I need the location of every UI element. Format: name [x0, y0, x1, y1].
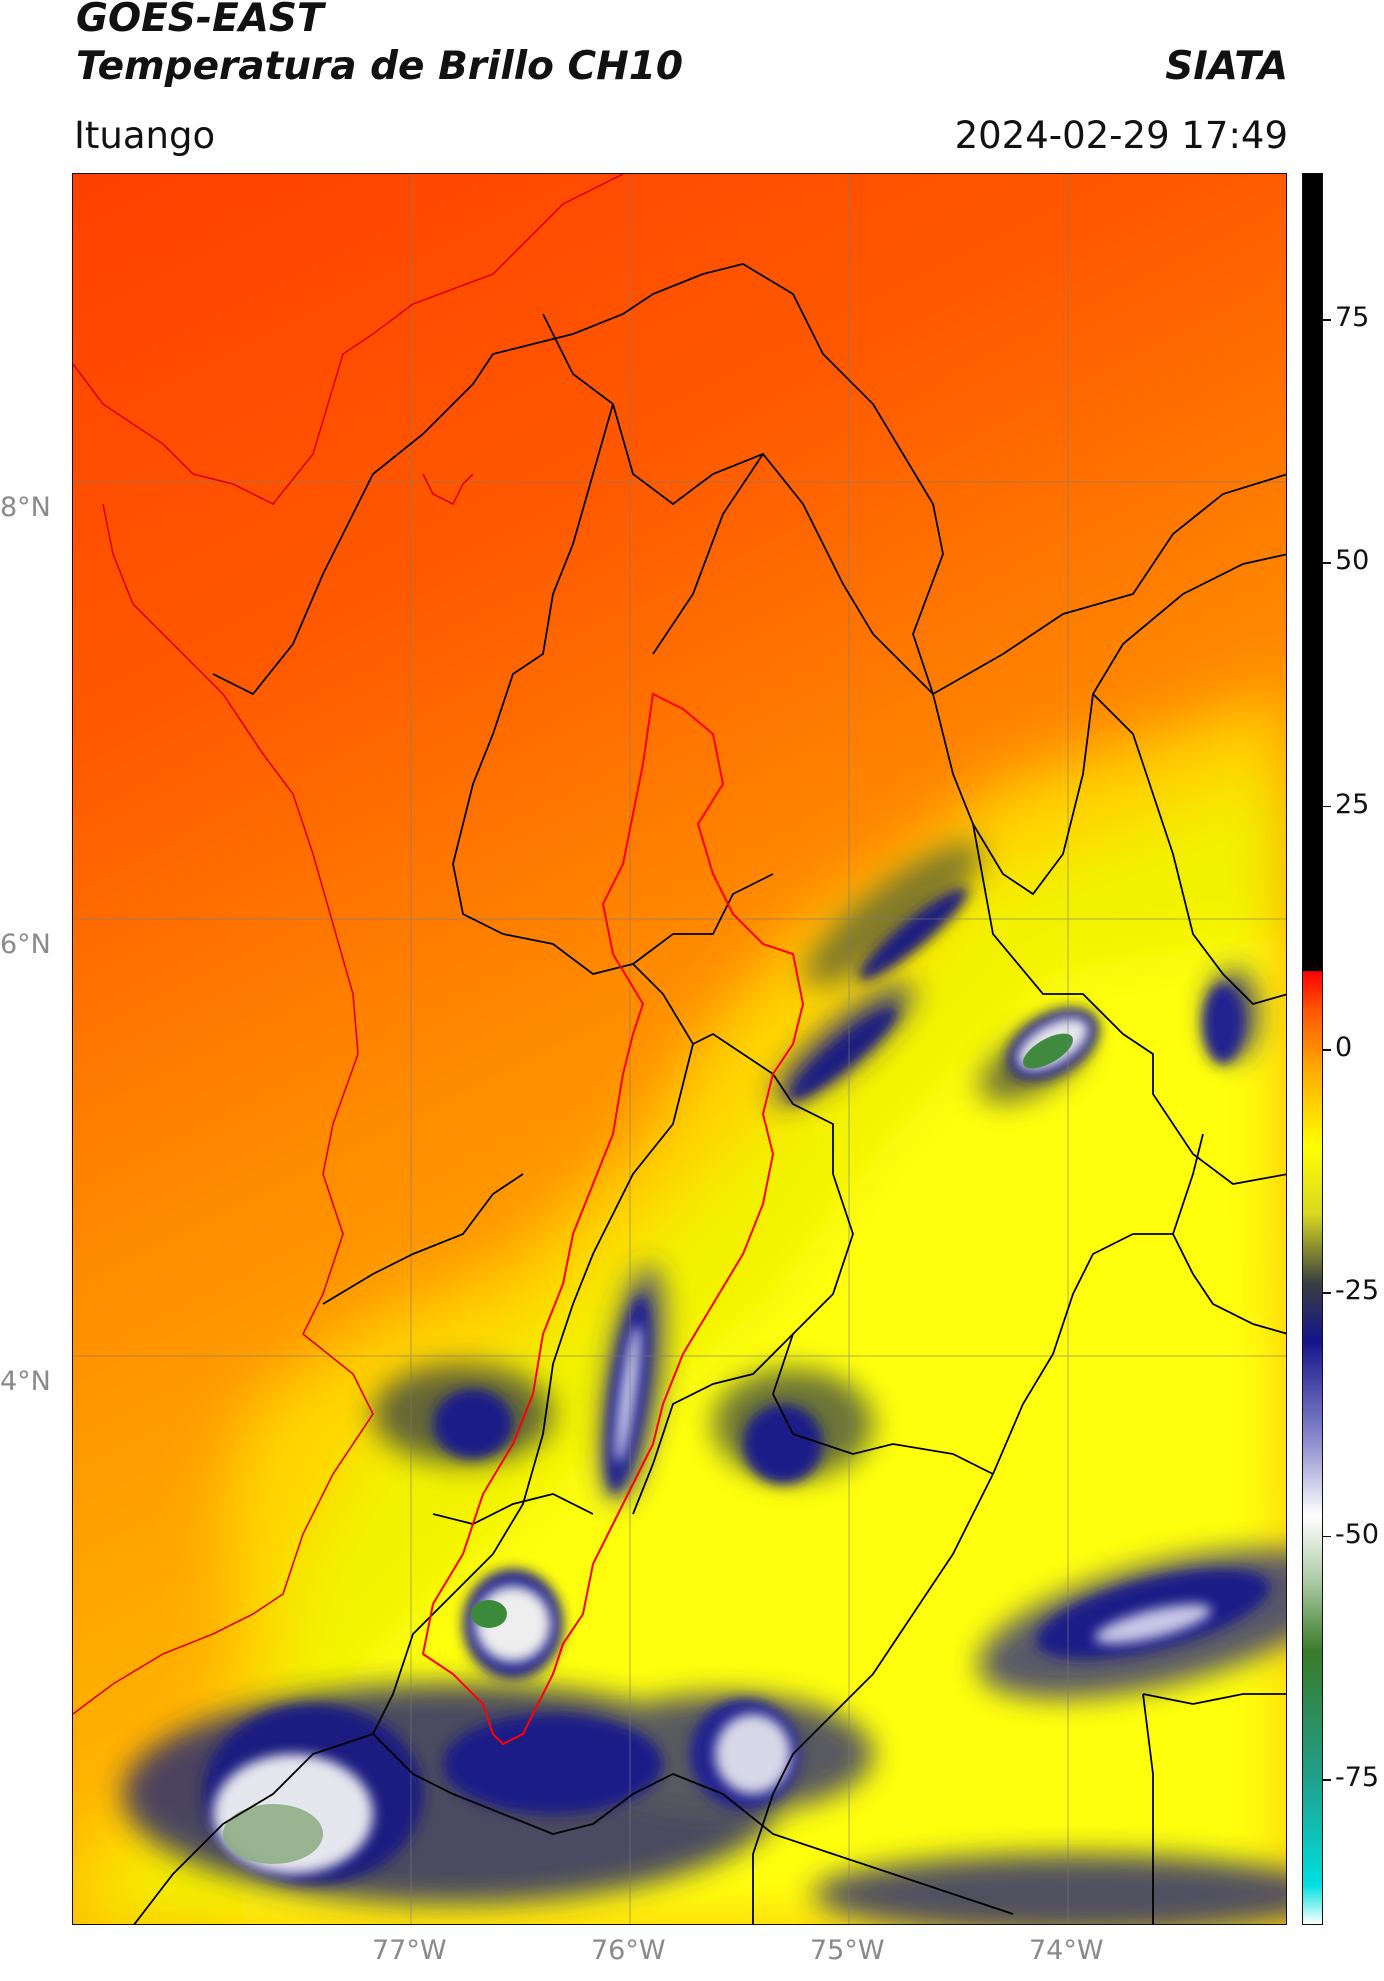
- lon-label-75w: 75°W: [810, 1935, 885, 1966]
- colorbar-tick-mark: [1323, 319, 1331, 321]
- product-title: Temperatura de Brillo CH10: [76, 44, 684, 89]
- colorbar-tick-mark: [1323, 1535, 1331, 1538]
- satellite-map[interactable]: [72, 173, 1287, 1925]
- colorbar-tick-mark: [1323, 805, 1331, 808]
- colorbar-tick-minus75: -75: [1335, 1762, 1380, 1793]
- colorbar-tick-minus50: -50: [1335, 1518, 1380, 1550]
- colorbar: [1302, 173, 1323, 1925]
- coldest-tops: [223, 1033, 1073, 1864]
- map-canvas: [73, 174, 1286, 1924]
- colorbar-tick-25: 25: [1335, 788, 1370, 820]
- cloud-field: [73, 694, 1286, 1924]
- colorbar-tick-minus25: -25: [1335, 1275, 1380, 1307]
- region-label: Ituango: [74, 114, 216, 157]
- colorbar-tick-0: 0: [1335, 1032, 1353, 1063]
- satellite-title: GOES-EAST: [76, 0, 324, 41]
- admin-borders: [133, 263, 1286, 1924]
- lon-label-76w: 76°W: [591, 1935, 666, 1966]
- colorbar-tick-mark: [1323, 1049, 1331, 1051]
- lon-label-77w: 77°W: [372, 1935, 447, 1966]
- lon-label-74w: 74°W: [1029, 1935, 1104, 1966]
- colorbar-tick-50: 50: [1335, 545, 1370, 577]
- colorbar-tick-mark: [1323, 562, 1331, 564]
- lat-label-6n: 6°N: [0, 929, 51, 960]
- lat-label-8n: 8°N: [0, 492, 51, 523]
- colorbar-tick-75: 75: [1335, 302, 1370, 333]
- datetime-label: 2024-02-29 17:49: [954, 114, 1288, 157]
- colorbar-tick-mark: [1323, 1779, 1331, 1781]
- org-label: SIATA: [1165, 44, 1288, 89]
- ituango-basin-outline: [421, 692, 805, 1746]
- coastline: [73, 174, 624, 1715]
- colorbar-tick-mark: [1323, 1292, 1331, 1294]
- lat-label-4n: 4°N: [0, 1366, 51, 1397]
